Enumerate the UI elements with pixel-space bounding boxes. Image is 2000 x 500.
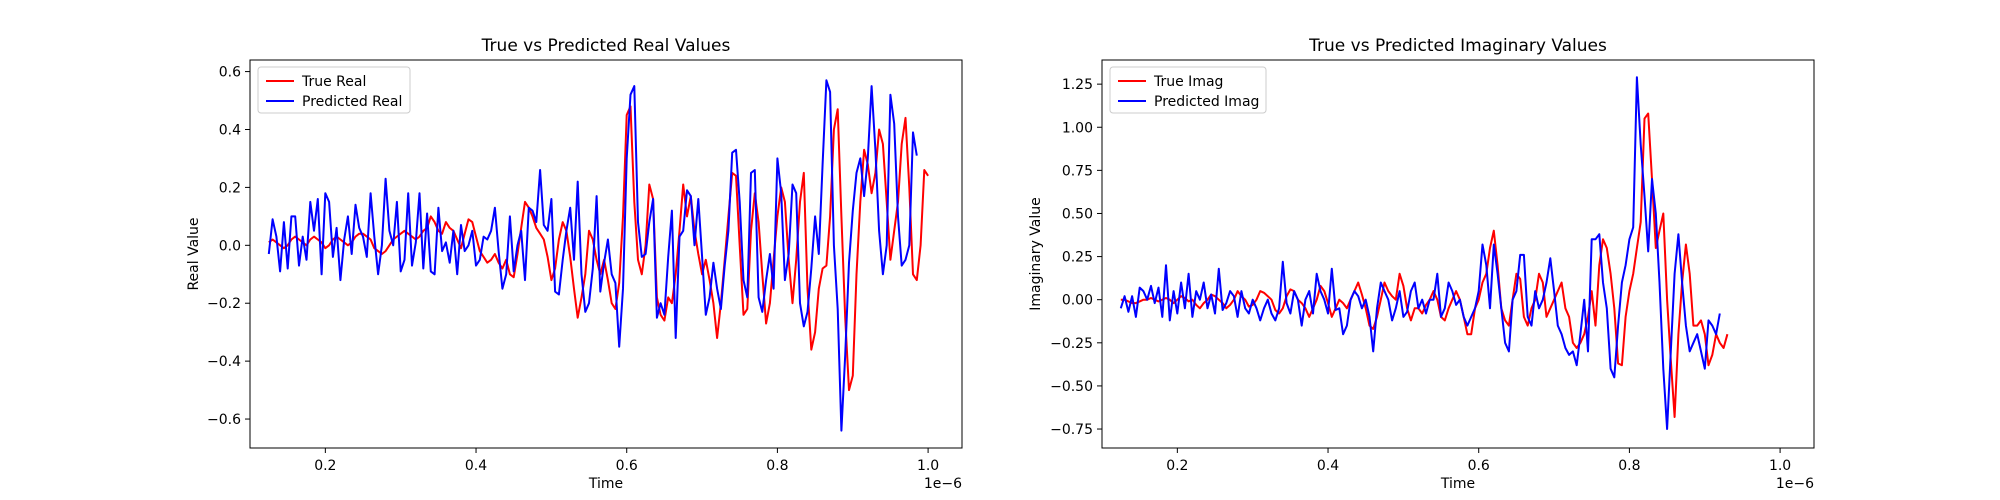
x-tick-label: 0.2 <box>1166 458 1188 474</box>
legend-box <box>257 66 411 114</box>
y-tick-label: −0.6 <box>207 412 241 428</box>
x-tick-label: 0.6 <box>616 458 638 474</box>
x-tick-label: 0.2 <box>314 458 336 474</box>
x-tick-label: 0.6 <box>1468 458 1490 474</box>
y-tick-label: 0.2 <box>219 180 241 196</box>
legend-label: Predicted Imag <box>1154 94 1259 110</box>
y-tick-label: 0.50 <box>1062 206 1093 222</box>
y-tick-label: 0.75 <box>1062 163 1093 179</box>
axes-frame <box>249 59 963 449</box>
x-offset-label: 1e−6 <box>1776 476 1814 492</box>
series-line-predicted-imag <box>1119 76 1721 430</box>
legend-box <box>1109 66 1267 114</box>
legend-label: True Imag <box>1153 74 1223 90</box>
y-tick-label: −0.25 <box>1050 336 1093 352</box>
y-tick-label: 0.00 <box>1062 293 1093 309</box>
y-tick-label: −0.2 <box>207 296 241 312</box>
x-axis-label: Time <box>1440 476 1475 492</box>
y-tick-label: −0.50 <box>1050 379 1093 395</box>
x-tick-label: 0.4 <box>465 458 487 474</box>
x-axis-label: Time <box>588 476 623 492</box>
x-tick-label: 1.0 <box>1769 458 1791 474</box>
axes-frame <box>1101 59 1815 449</box>
x-offset-label: 1e−6 <box>924 476 962 492</box>
y-tick-label: 0.0 <box>219 238 241 254</box>
y-tick-label: 0.25 <box>1062 250 1093 266</box>
y-tick-label: 0.6 <box>219 65 241 81</box>
y-tick-label: 1.00 <box>1062 120 1093 136</box>
series-line-predicted-real <box>267 79 918 432</box>
x-tick-label: 0.8 <box>766 458 788 474</box>
imaginary-values-chart: 0.2 0.4 0.6 0.8 1.0 −0.75 −0.50 −0.25 0.00 0.25 0.… <box>1028 36 1815 492</box>
x-tick-label: 0.8 <box>1618 458 1640 474</box>
x-tick-label: 0.4 <box>1317 458 1339 474</box>
legend-label: True Real <box>301 74 366 90</box>
series-line-true-imag <box>1120 112 1729 418</box>
y-tick-label: 1.25 <box>1062 77 1093 93</box>
y-tick-label: −0.4 <box>207 354 241 370</box>
y-axis-label: Imaginary Value <box>1028 197 1044 311</box>
chart-title: True vs Predicted Imaginary Values <box>1308 36 1607 56</box>
y-tick-label: 0.4 <box>219 122 241 138</box>
y-tick-label: −0.75 <box>1050 422 1093 438</box>
chart-title: True vs Predicted Real Values <box>481 36 731 56</box>
x-tick-label: 1.0 <box>917 458 939 474</box>
legend-label: Predicted Real <box>302 94 402 110</box>
real-values-chart: 0.2 0.4 0.6 0.8 1.0 −0.6 −0.4 −0.2 0.0 0.2 0.4 0.6 T… <box>186 36 963 492</box>
y-axis-label: Real Value <box>186 217 202 290</box>
